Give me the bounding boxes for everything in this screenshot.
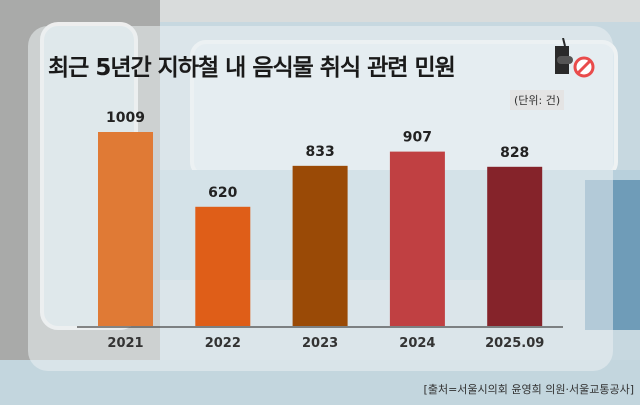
background-ceiling <box>0 0 640 22</box>
x-tick-label: 2024 <box>399 336 435 351</box>
data-label: 833 <box>305 144 334 160</box>
source-note: [출처=서울시의회 윤영희 의원·서울교통공사] <box>423 383 634 396</box>
x-tick-label: 2023 <box>302 336 338 351</box>
bar-2024 <box>389 151 445 326</box>
x-tick-label: 2022 <box>205 336 241 351</box>
data-label: 620 <box>208 185 237 201</box>
bar-2022 <box>195 206 251 326</box>
no-sign-icon <box>572 55 596 79</box>
bar-2023 <box>292 165 348 326</box>
data-label: 907 <box>403 130 432 146</box>
x-tick-label: 2021 <box>107 336 143 351</box>
data-label: 1009 <box>106 110 145 126</box>
food-drink-icon <box>553 37 575 76</box>
unit-label: (단위: 건) <box>510 90 565 110</box>
bar-2021 <box>98 132 153 326</box>
data-label: 828 <box>500 145 529 161</box>
chart-title: 최근 5년간 지하철 내 음식물 취식 관련 민원 <box>48 55 456 81</box>
x-tick-label: 2025.09 <box>485 336 544 351</box>
bar-2025.09 <box>487 166 543 326</box>
